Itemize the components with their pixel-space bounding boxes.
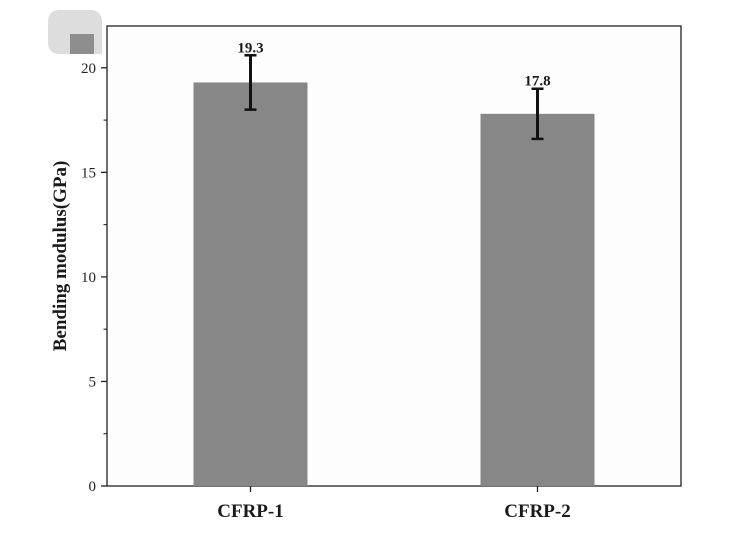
bar-cfrp-2 xyxy=(480,113,595,487)
x-tick-label: CFRP-2 xyxy=(504,501,570,522)
y-tick-label: 10 xyxy=(81,270,96,286)
data-label: 19.3 xyxy=(237,40,263,56)
bars xyxy=(193,54,595,487)
y-axis-title: Bending modulus(GPa) xyxy=(50,161,71,352)
logo-dark-shape xyxy=(70,34,94,54)
data-label: 17.8 xyxy=(524,74,550,90)
labels: 0 5 10 15 20 19.3 CFRP-1 17.8 CFRP-2 xyxy=(81,40,571,522)
y-tick-label: 5 xyxy=(89,374,97,390)
y-tick-label: 20 xyxy=(81,61,96,77)
x-tick-label: CFRP-1 xyxy=(217,501,283,522)
plot-frame xyxy=(106,25,682,487)
y-tick-label: 15 xyxy=(81,165,96,181)
bar-cfrp-1 xyxy=(193,82,308,487)
corner-logo-icon xyxy=(48,10,102,54)
y-tick-label: 0 xyxy=(89,479,97,495)
y-axis-ticks xyxy=(101,67,539,492)
